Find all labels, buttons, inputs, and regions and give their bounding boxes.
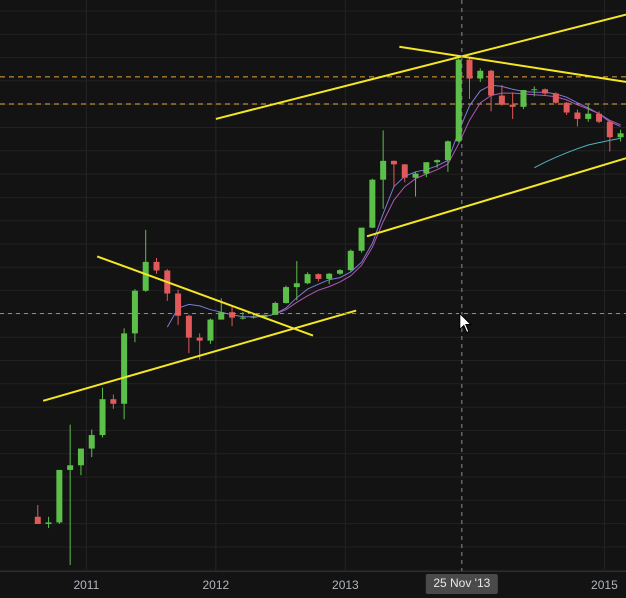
- candle-body: [250, 316, 257, 318]
- candle-body: [131, 290, 138, 334]
- candle-body: [617, 133, 624, 138]
- candle-body: [466, 59, 473, 79]
- candle-body: [390, 160, 397, 165]
- trend-line: [96, 255, 314, 337]
- candle-body: [477, 70, 484, 79]
- candle-body: [509, 104, 516, 107]
- candle-body: [34, 516, 41, 524]
- candle-body: [304, 274, 311, 284]
- x-tick-label: 2013: [332, 578, 359, 592]
- trend-line: [42, 309, 357, 402]
- candle-body: [196, 337, 203, 341]
- moving-average: [534, 137, 621, 169]
- candle-body: [434, 160, 441, 163]
- candle-body: [261, 314, 268, 317]
- trend-line: [366, 157, 626, 238]
- candle-body: [574, 112, 581, 119]
- plot-area: [0, 13, 626, 566]
- candle-body: [347, 250, 354, 271]
- candle-body: [293, 283, 300, 288]
- candle-body: [412, 173, 419, 178]
- candle-body: [488, 70, 495, 96]
- candle-body: [455, 59, 462, 142]
- candle-body: [218, 312, 225, 320]
- candle-body: [229, 312, 236, 318]
- candle-body: [45, 522, 52, 524]
- candle-body: [110, 399, 117, 404]
- candle-body: [175, 293, 182, 316]
- x-tick-label: 2015: [591, 578, 618, 592]
- candle-body: [444, 141, 451, 161]
- candle-body: [358, 227, 365, 251]
- candle-body: [585, 113, 592, 119]
- trend-line: [215, 13, 626, 120]
- candle-body: [283, 287, 290, 303]
- candle-body: [606, 121, 613, 138]
- horizontal-grid: [0, 10, 626, 571]
- candle-body: [239, 317, 246, 319]
- candle-body: [272, 302, 279, 315]
- mouse-cursor: [459, 312, 473, 334]
- x-tick-label: 2011: [73, 578, 99, 592]
- candle-body: [520, 90, 527, 107]
- candle-body: [67, 465, 74, 470]
- candle-body: [423, 162, 430, 174]
- trend-line: [399, 45, 626, 83]
- candle-body: [121, 333, 128, 404]
- candle-body: [88, 435, 95, 449]
- candle-body: [56, 469, 63, 523]
- candle-body: [498, 95, 505, 105]
- candle-body: [401, 164, 408, 178]
- candle-body: [185, 315, 192, 338]
- candle-body: [153, 261, 160, 271]
- candle-body: [563, 102, 570, 113]
- crosshair-label-box: [425, 574, 498, 594]
- candle-body: [542, 89, 549, 94]
- candle-body: [380, 160, 387, 180]
- x-axis: 2011 2012 2013 2015: [73, 578, 618, 592]
- candle-body: [142, 261, 149, 291]
- candle-body: [315, 274, 322, 279]
- candle-body: [531, 89, 538, 91]
- candle-body: [369, 179, 376, 228]
- candle-body: [596, 113, 603, 122]
- candle-body: [207, 319, 214, 341]
- candle-body: [77, 448, 84, 466]
- candle-body: [336, 270, 343, 274]
- candle-body: [99, 399, 106, 436]
- candle-body: [552, 93, 559, 103]
- x-tick-label: 2012: [203, 578, 230, 592]
- candle-body: [326, 273, 333, 279]
- vertical-grid: [85, 0, 605, 571]
- crosshair-label: 25 Nov '13: [433, 576, 490, 590]
